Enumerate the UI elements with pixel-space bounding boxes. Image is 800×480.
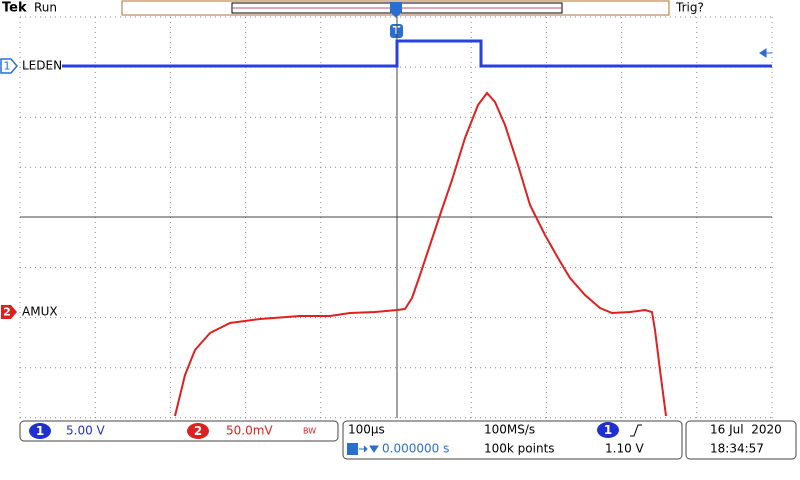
date: 16 Jul 2020 [710,423,782,437]
ch2-marker [1,305,17,319]
ch1-label: LEDEN [22,59,62,73]
brand: Tek [2,1,27,16]
ch1-trace [62,39,772,68]
trigger-level: 1.10 V [605,442,645,456]
trigger-position-icon [390,2,402,18]
trigger-slope [630,424,642,437]
trigger-level-marker [759,48,772,58]
vertical-readout [19,420,339,442]
ch1-badge-number: 1 [36,424,44,438]
ch1-scale: 5.00 V [66,424,106,438]
trigger-icon [347,443,358,455]
ch2-badge [187,423,209,439]
trigger-source: 1 [604,423,612,437]
ch2-marker-number: 2 [3,306,11,319]
time: 18:34:57 [710,442,764,456]
ch2-trace [174,91,667,417]
ch1-badge [29,423,51,439]
ch2-label: AMUX [22,305,58,319]
sample-rate: 100MS/s [484,423,535,437]
time-scale: 100µs [348,423,385,437]
bandwidth-limit: BW [303,427,316,436]
ch2-badge-number: 2 [194,424,202,438]
record-length: 100k points [484,442,555,456]
position-arrow [359,445,379,453]
ch1-marker [0,58,18,74]
trigger-source-badge [597,422,619,438]
trigger-status: Trig? [675,1,704,15]
run-status: Run [34,1,57,15]
datetime-box [685,420,797,460]
ch2-scale: 50.0mV [226,424,273,438]
time-position: 0.000000 s [382,442,449,456]
ch1-marker-number: 1 [4,60,11,73]
